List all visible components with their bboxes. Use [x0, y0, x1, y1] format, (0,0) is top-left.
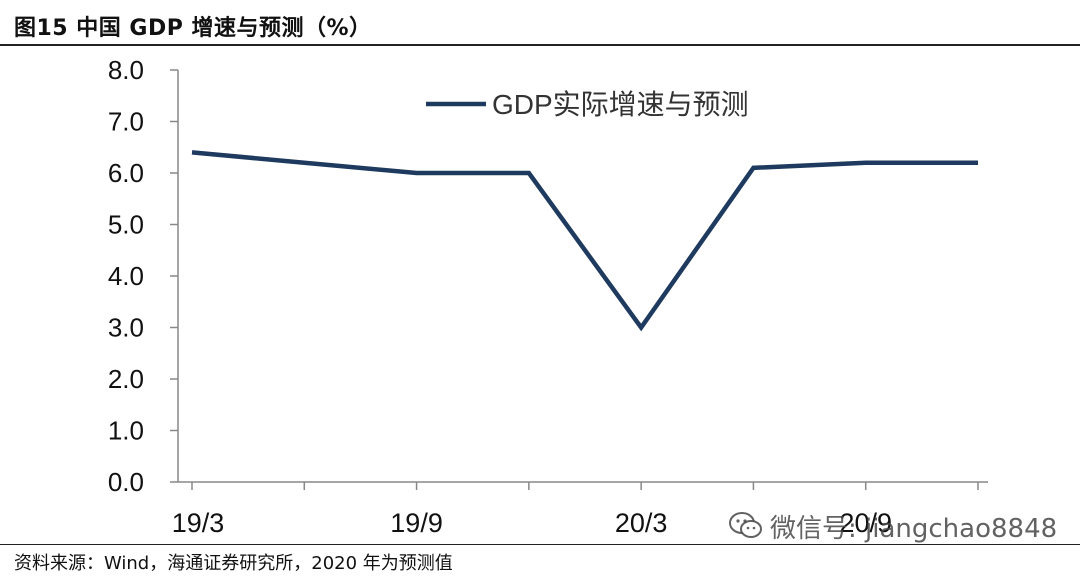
x-tick-label: 20/9: [839, 508, 892, 538]
title-bar: 图15 中国 GDP 增速与预测（%）: [0, 0, 1080, 46]
x-tick-label: 20/3: [615, 508, 668, 538]
y-tick-label: 0.0: [108, 467, 144, 497]
y-tick-label: 7.0: [108, 107, 144, 137]
watermark: 微信号: jiangchao8848: [728, 508, 1057, 544]
y-tick-label: 6.0: [108, 158, 144, 188]
y-tick-label: 8.0: [108, 55, 144, 85]
wechat-icon: [729, 512, 762, 538]
y-tick-label: 4.0: [108, 261, 144, 291]
legend: GDP实际增速与预测: [426, 89, 749, 120]
y-tick-label: 2.0: [108, 364, 144, 394]
series-layer: [191, 150, 979, 332]
chart-title: 图15 中国 GDP 增速与预测（%）: [14, 16, 372, 41]
series-line-gdp: [191, 150, 978, 332]
y-tick-label: 5.0: [108, 210, 144, 240]
watermark-text: 微信号: jiangchao8848: [770, 513, 1058, 544]
source-note: 资料来源：Wind，海通证券研究所，2020 年为预测值: [14, 553, 453, 574]
footer-divider: [0, 544, 1080, 545]
legend-label: GDP实际增速与预测: [492, 89, 749, 120]
x-axis: 19/3 19/9 20/3 20/9: [172, 481, 988, 538]
x-tick-label: 19/3: [172, 508, 225, 538]
line-chart: 0.0 1.0 2.0 3.0 4.0 5.0 6.0 7.0 8.0 19/3 19/9 20/3…: [108, 55, 988, 538]
y-tick-label: 1.0: [108, 416, 144, 446]
x-tick-label: 19/9: [390, 508, 443, 538]
y-axis: 0.0 1.0 2.0 3.0 4.0 5.0 6.0 7.0 8.0: [108, 55, 179, 497]
y-tick-label: 3.0: [108, 313, 144, 343]
